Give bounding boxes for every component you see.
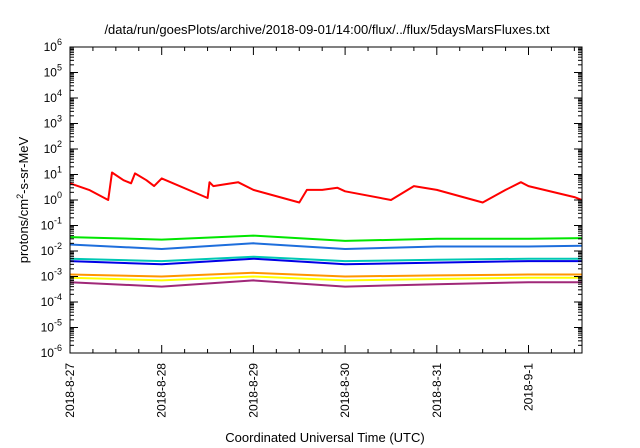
x-tick-label-0: 2018-8-27	[63, 363, 77, 418]
series-line-0	[69, 171, 583, 204]
y-tick-label-11: 105	[44, 63, 62, 80]
y-tick-label-8: 102	[44, 139, 62, 156]
series-line-4	[69, 257, 582, 266]
y-tick-label-2: 10-4	[41, 292, 62, 309]
y-tick-label-9: 103	[44, 114, 62, 131]
series-line-3	[69, 255, 582, 263]
y-tick-label-1: 10-5	[41, 318, 62, 335]
y-tick-label-12: 106	[44, 37, 62, 54]
series-line-7	[69, 279, 582, 288]
x-axis-label: Coordinated Universal Time (UTC)	[225, 430, 424, 445]
y-tick-label-5: 10-1	[41, 216, 62, 233]
y-tick-label-7: 101	[44, 165, 62, 182]
x-axis: 2018-8-27 2018-8-28 2018-8-29 2018-8-30 2018…	[63, 47, 575, 418]
y-tick-label-6: 100	[44, 190, 62, 207]
y-tick-label-10: 104	[44, 88, 62, 105]
x-tick-label-1: 2018-8-28	[155, 363, 169, 418]
y-axis: 10-6 10-5 10-4 10-3 10-2 10-1 100 101 102 103 104 1…	[41, 37, 582, 360]
series-line-6	[69, 275, 582, 282]
x-tick-label-5: 2018-9-1	[522, 363, 536, 411]
y-axis-label-prefix: protons/cm	[16, 199, 31, 263]
x-tick-label-2: 2018-8-29	[246, 363, 260, 418]
chart-title: /data/run/goesPlots/archive/2018-09-01/1…	[104, 22, 550, 37]
y-tick-label-3: 10-3	[41, 267, 62, 284]
y-tick-label-0: 10-6	[41, 343, 62, 360]
plot-frame	[69, 46, 583, 354]
series-line-2	[69, 242, 583, 250]
y-axis-label-suffix: -s-sr-MeV	[16, 136, 31, 193]
y-tick-label-4: 10-2	[41, 241, 62, 258]
series-line-1	[69, 234, 583, 242]
x-tick-label-3: 2018-8-30	[338, 363, 352, 418]
y-axis-label-sup: 2	[15, 194, 25, 199]
y-axis-label: protons/cm2-s-sr-MeV	[15, 136, 31, 263]
series-line-5	[69, 271, 582, 278]
x-tick-label-4: 2018-8-31	[430, 363, 444, 418]
series-layer	[69, 171, 583, 288]
